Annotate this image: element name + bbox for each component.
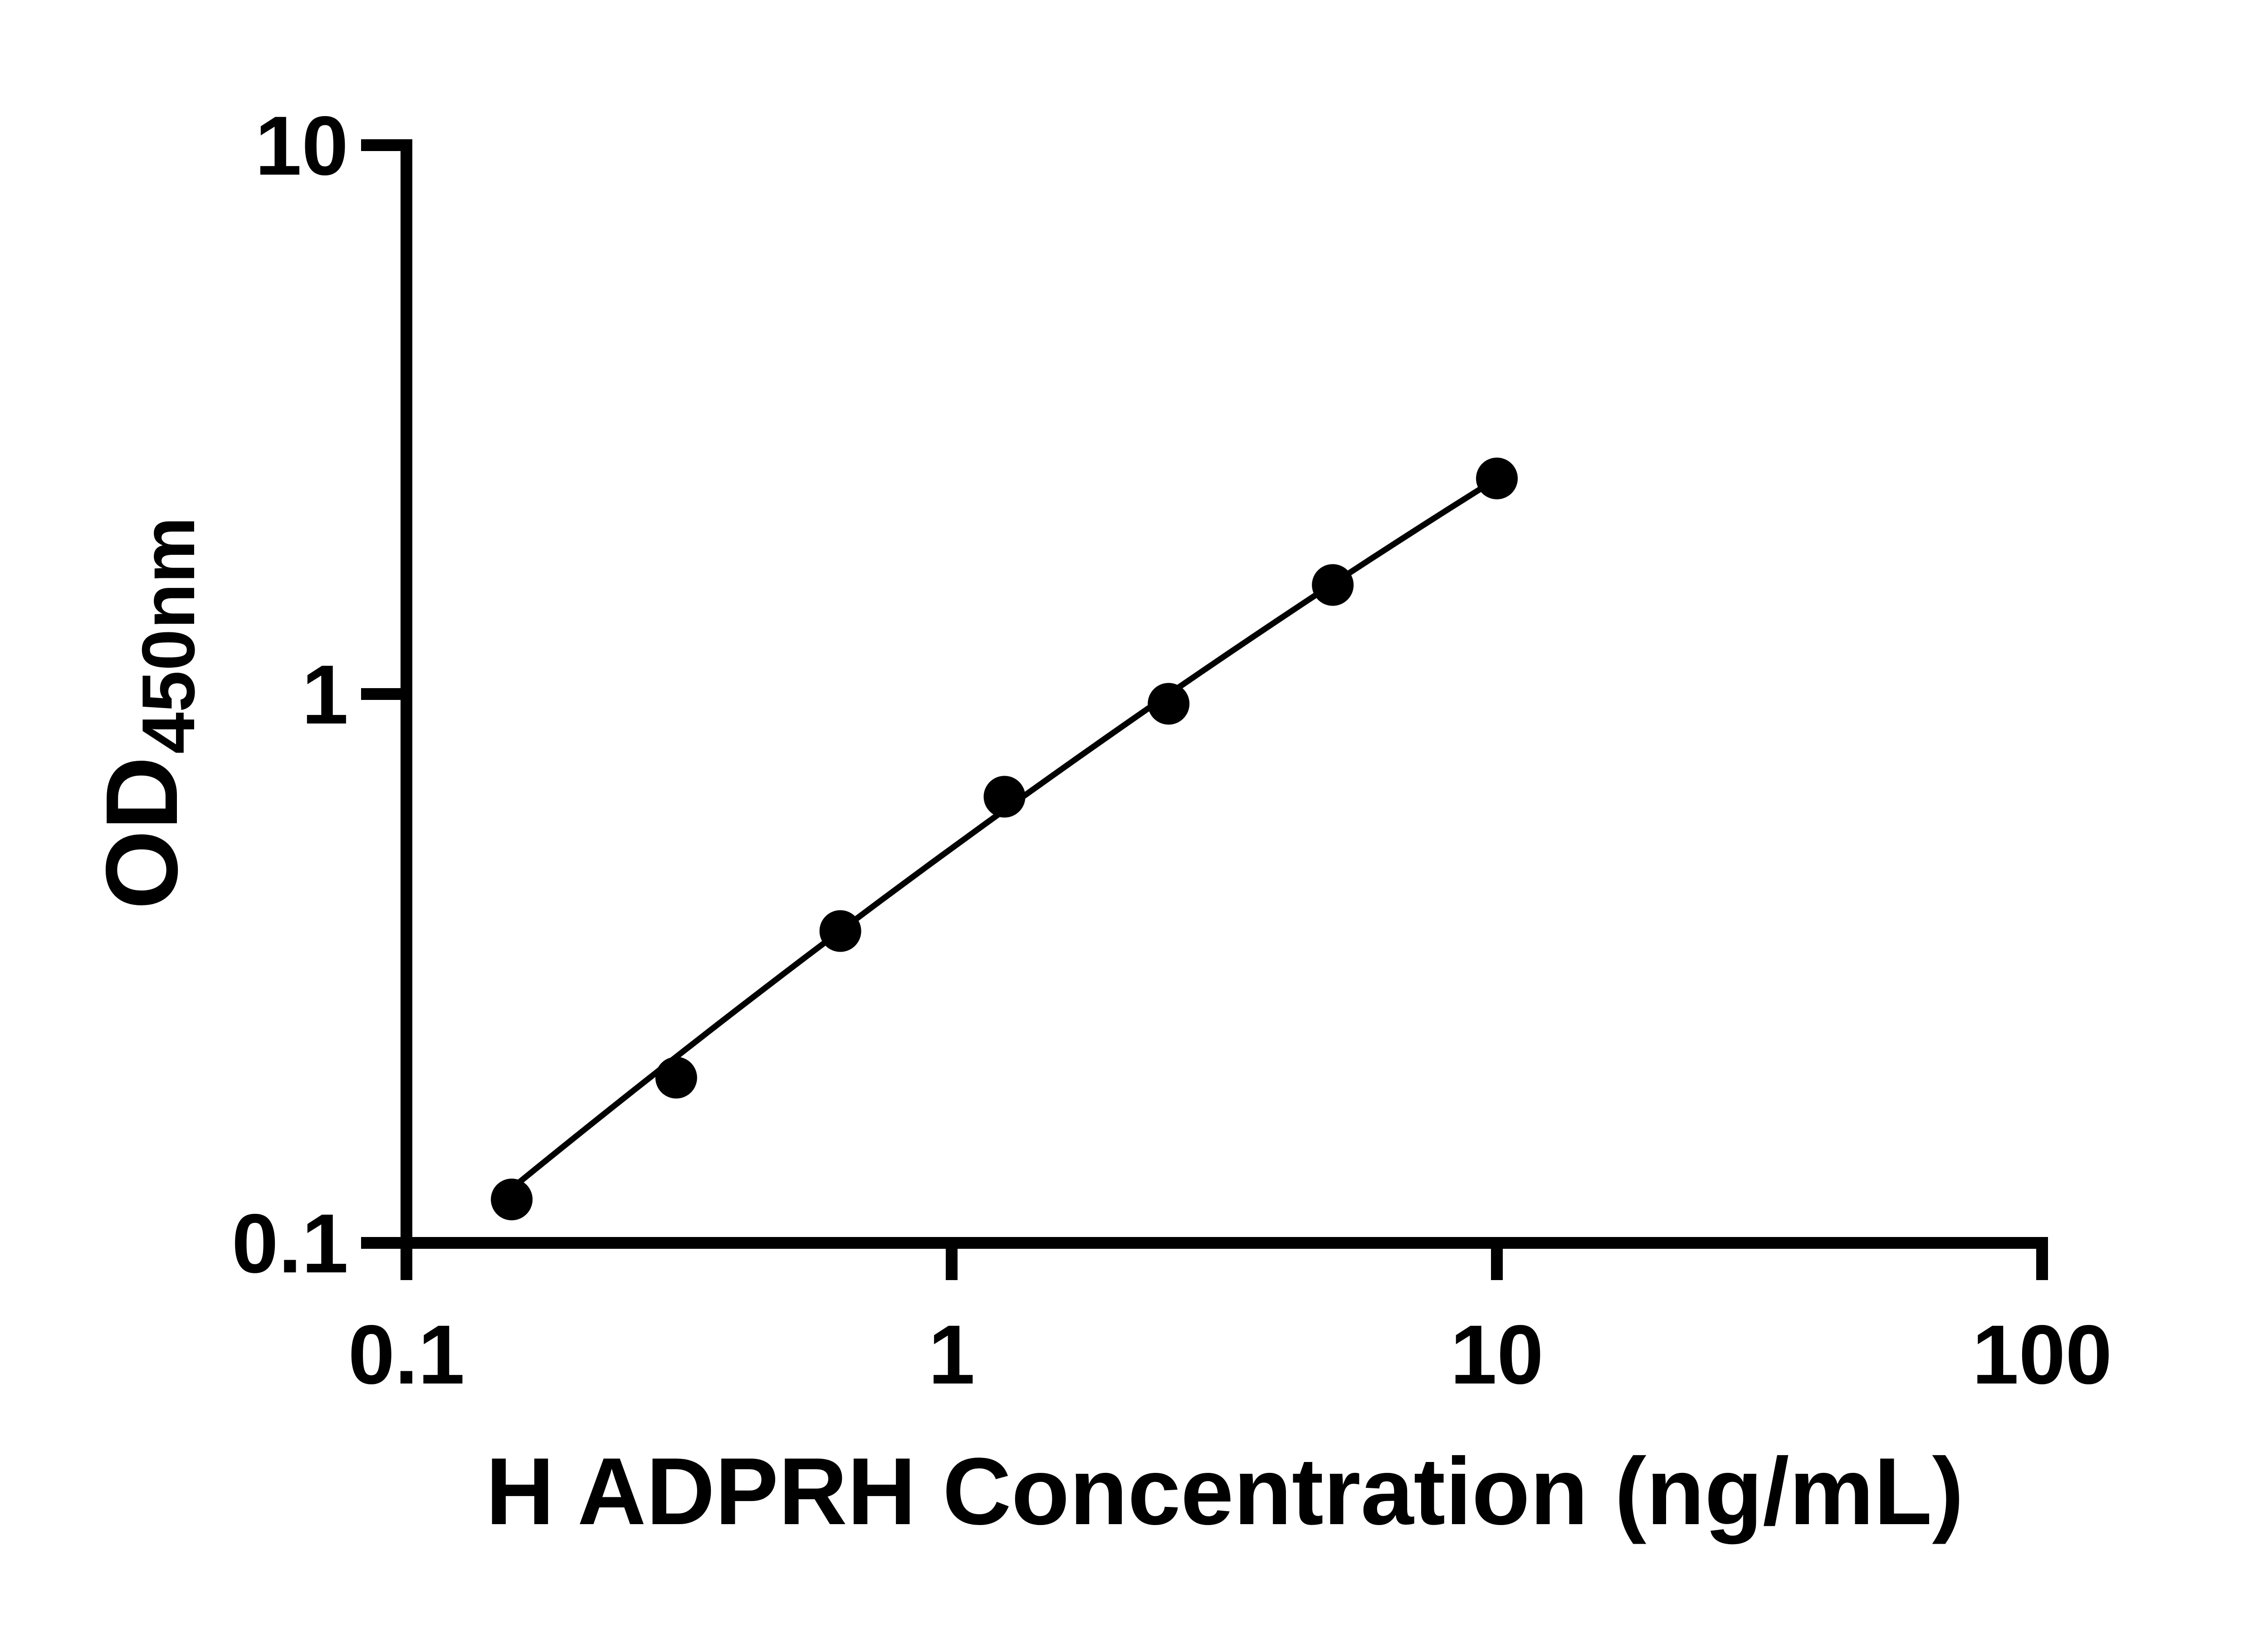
y-tick-label-10: 10 xyxy=(255,99,348,193)
y-axis-title-subscript: 450nm xyxy=(127,517,210,754)
x-tick-label-10: 10 xyxy=(1450,1308,1544,1402)
data-point-2 xyxy=(655,1056,697,1099)
data-point-3 xyxy=(819,910,861,952)
x-tick-label-1: 1 xyxy=(929,1308,975,1402)
y-tick-label-1: 1 xyxy=(302,648,348,742)
data-point-6 xyxy=(1312,564,1354,606)
data-point-1 xyxy=(491,1178,533,1221)
data-point-4 xyxy=(983,776,1026,818)
x-axis-title: H ADPRH Concentration (ng/mL) xyxy=(486,1438,1964,1545)
x-tick-label-0.1: 0.1 xyxy=(348,1308,464,1402)
data-point-7 xyxy=(1476,457,1518,499)
y-tick-label-0.1: 0.1 xyxy=(232,1197,348,1291)
data-point-5 xyxy=(1148,683,1190,725)
y-axis-title-main: OD xyxy=(84,757,199,910)
x-tick-label-100: 100 xyxy=(1972,1308,2112,1402)
